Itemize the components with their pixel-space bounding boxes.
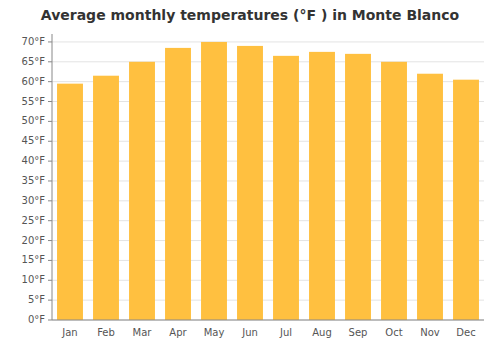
bar	[309, 52, 335, 320]
grid-line	[52, 320, 484, 321]
chart-container: Average monthly temperatures (°F ) in Mo…	[0, 0, 500, 350]
bar	[165, 48, 191, 320]
y-tick	[48, 200, 52, 201]
y-tick	[48, 61, 52, 62]
bar	[417, 74, 443, 320]
y-tick-label: 30°F	[22, 195, 46, 206]
y-tick	[48, 41, 52, 42]
y-tick-label: 10°F	[22, 274, 46, 285]
bar	[93, 76, 119, 320]
y-tick	[48, 121, 52, 122]
x-tick-label: Sep	[349, 327, 368, 338]
grid-line	[52, 61, 484, 62]
grid-line	[52, 41, 484, 42]
y-tick	[48, 260, 52, 261]
x-tick-label: Jul	[279, 327, 292, 338]
y-tick	[48, 180, 52, 181]
chart-svg: Average monthly temperatures (°F ) in Mo…	[0, 0, 500, 350]
y-tick-label: 45°F	[22, 135, 46, 146]
y-tick-label: 65°F	[22, 56, 46, 67]
x-tick-label: Oct	[385, 327, 402, 338]
y-axis-line	[52, 34, 53, 320]
bar	[237, 46, 263, 320]
bars	[57, 42, 479, 320]
bar	[201, 42, 227, 320]
y-tick-label: 0°F	[28, 314, 45, 325]
chart-title: Average monthly temperatures (°F ) in Mo…	[41, 7, 460, 23]
x-tick-label: Apr	[169, 327, 187, 338]
y-tick-label: 50°F	[22, 115, 46, 126]
y-tick	[48, 300, 52, 301]
y-tick-label: 5°F	[28, 294, 45, 305]
bar	[129, 62, 155, 320]
x-tick-label: Aug	[312, 327, 332, 338]
y-tick	[48, 220, 52, 221]
y-tick	[48, 320, 52, 321]
bar	[273, 56, 299, 320]
y-tick-label: 25°F	[22, 215, 46, 226]
x-tick-label: Mar	[133, 327, 153, 338]
bar	[345, 54, 371, 320]
y-grid	[52, 42, 484, 320]
y-axis: 0°F 5°F 10°F 15°F 20°F 25°F 30°F 35°F 40°F 45°F 50…	[22, 34, 52, 325]
y-tick	[48, 280, 52, 281]
x-tick-label: May	[204, 327, 225, 338]
y-tick-label: 40°F	[22, 155, 46, 166]
y-tick-label: 15°F	[22, 254, 46, 265]
y-tick	[48, 161, 52, 162]
y-tick	[48, 240, 52, 241]
x-tick-label: Nov	[420, 327, 440, 338]
y-tick	[48, 141, 52, 142]
x-tick-label: Feb	[97, 327, 115, 338]
y-tick-label: 55°F	[22, 96, 46, 107]
y-tick-label: 60°F	[22, 76, 46, 87]
x-axis: Jan Feb Mar Apr May Jun Jul Aug Sep Oct Nov Dec	[52, 320, 484, 338]
y-tick-label: 70°F	[22, 36, 46, 47]
x-axis-line	[52, 320, 484, 321]
x-tick-label: Dec	[456, 327, 475, 338]
x-tick-label: Jan	[61, 327, 77, 338]
bar	[57, 84, 83, 320]
y-tick	[48, 101, 52, 102]
x-tick-label: Jun	[241, 327, 258, 338]
bar	[381, 62, 407, 320]
bar	[453, 80, 479, 320]
y-tick-label: 35°F	[22, 175, 46, 186]
y-tick-label: 20°F	[22, 235, 46, 246]
y-tick	[48, 81, 52, 82]
